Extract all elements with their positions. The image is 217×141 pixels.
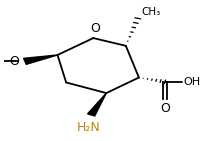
Polygon shape	[88, 93, 106, 116]
Text: O: O	[10, 55, 20, 68]
Text: H₂N: H₂N	[77, 121, 101, 134]
Text: O: O	[90, 22, 100, 35]
Text: OH: OH	[183, 77, 200, 87]
Text: O: O	[160, 102, 170, 114]
Polygon shape	[24, 55, 58, 64]
Text: CH₃: CH₃	[141, 7, 160, 17]
